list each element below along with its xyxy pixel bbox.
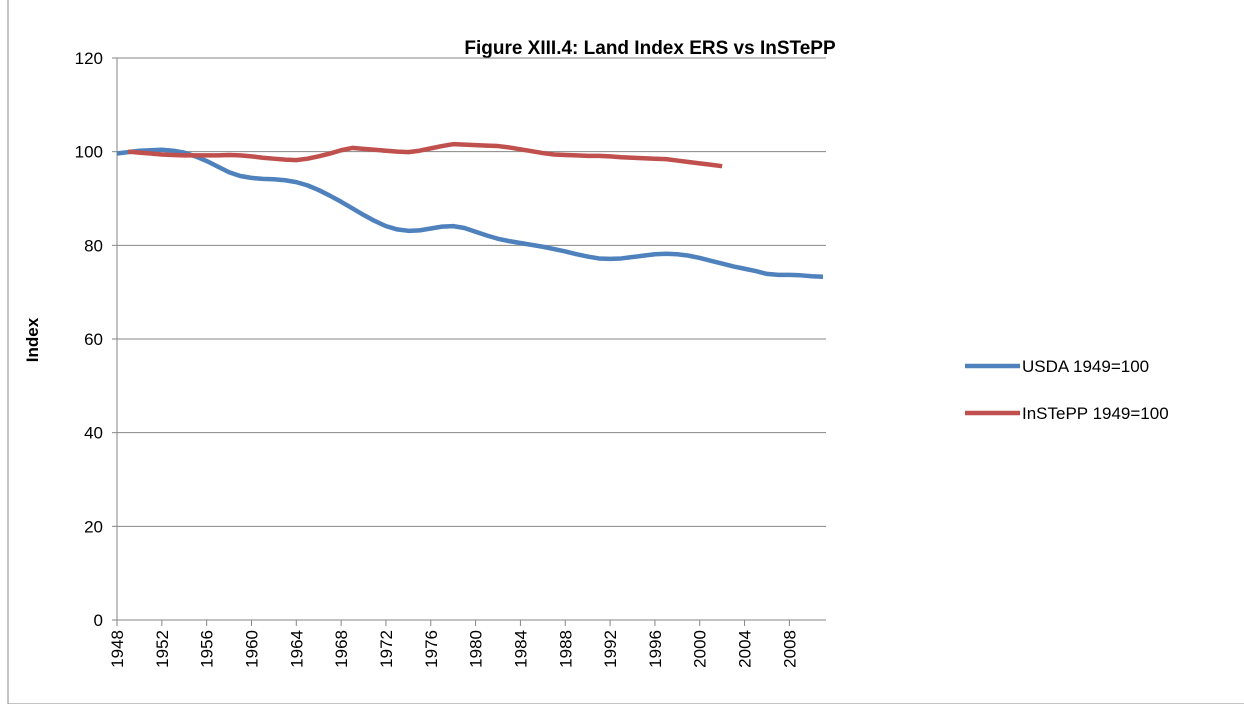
- x-tick-label: 1960: [242, 630, 261, 668]
- x-tick-label: 1948: [108, 630, 127, 668]
- x-tick-label: 2008: [780, 630, 799, 668]
- y-tick-label: 60: [84, 330, 103, 349]
- x-tick-label: 1976: [422, 630, 441, 668]
- y-tick-label: 20: [84, 517, 103, 536]
- x-tick-label: 1972: [377, 630, 396, 668]
- legend-label: USDA 1949=100: [1022, 357, 1149, 376]
- x-tick-label: 1984: [511, 630, 530, 668]
- chart-frame: [7, 0, 1244, 705]
- y-axis-label: Index: [23, 317, 42, 362]
- legend-label: InSTePP 1949=100: [1022, 404, 1169, 423]
- chart-title: Figure XIII.4: Land Index ERS vs InSTePP: [464, 38, 836, 59]
- series-line: [128, 141, 723, 169]
- x-tick-label: 1968: [332, 630, 351, 668]
- y-tick-label: 120: [75, 49, 103, 68]
- y-tick-label: 40: [84, 424, 103, 443]
- y-tick-label: 0: [94, 611, 103, 630]
- x-tick-label: 1996: [646, 630, 665, 668]
- x-tick-label: 2000: [691, 630, 710, 668]
- series-line: [116, 147, 824, 279]
- x-tick-label: 1988: [556, 630, 575, 668]
- x-tick-label: 1956: [198, 630, 217, 668]
- y-tick-label: 80: [84, 236, 103, 255]
- y-tick-label: 100: [75, 143, 103, 162]
- x-tick-label: 1964: [287, 630, 306, 668]
- x-tick-label: 2004: [736, 630, 755, 668]
- x-tick-label: 1992: [601, 630, 620, 668]
- x-tick-label: 1980: [467, 630, 486, 668]
- x-tick-label: 1952: [153, 630, 172, 668]
